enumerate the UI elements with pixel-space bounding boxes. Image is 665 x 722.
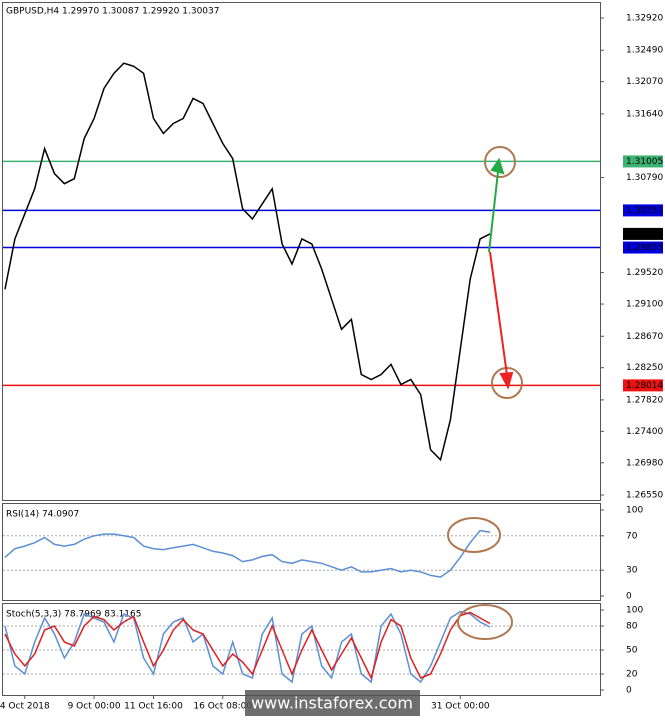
watermark: www.instaforex.com xyxy=(251,694,413,713)
y-tick-label: 30 xyxy=(626,566,638,576)
x-tick-label: 31 Oct 00:00 xyxy=(431,702,490,712)
y-tick-label: 70 xyxy=(626,531,638,541)
rsi-circle xyxy=(447,517,501,553)
stoch-circle xyxy=(457,604,513,640)
price-panel xyxy=(2,2,601,501)
y-tick-label: 1.27820 xyxy=(626,395,663,405)
y-tick-label: 0 xyxy=(626,686,632,696)
y-tick-label: 1.28670 xyxy=(626,332,663,342)
x-tick-label: 11 Oct 16:00 xyxy=(124,702,183,712)
y-tick-label: 1.28250 xyxy=(626,363,663,373)
level-label: 1.29855 xyxy=(626,243,663,253)
y-tick-label: 1.32070 xyxy=(626,77,663,87)
level-label-box xyxy=(623,379,663,392)
down-arrow-head xyxy=(499,371,514,390)
level-label: 1.28014 xyxy=(626,381,663,391)
watermark-box xyxy=(245,690,420,716)
y-tick-label: 100 xyxy=(626,606,643,616)
series-line xyxy=(4,62,491,462)
y-tick-label: 20 xyxy=(626,670,638,680)
x-tick-label: 16 Oct 08:00 xyxy=(193,702,252,712)
y-tick-label: 1.31640 xyxy=(626,109,663,119)
y-tick-label: 1.27400 xyxy=(626,427,663,437)
y-tick-label: 1.29520 xyxy=(626,268,663,278)
panel-title: RSI(14) 74.0907 xyxy=(6,510,79,520)
up-arrow-head xyxy=(490,157,505,175)
level-label-box xyxy=(623,204,663,217)
panel-title: Stoch(5,3,3) 78.7969 83.1165 xyxy=(6,610,141,620)
y-tick-label: 1.29100 xyxy=(626,300,663,310)
rsi-panel xyxy=(2,503,601,601)
up-arrow xyxy=(488,171,499,253)
down-arrow xyxy=(489,251,508,376)
level-label: 1.30351 xyxy=(626,206,663,216)
annotations xyxy=(447,146,523,640)
level-label-box xyxy=(623,227,663,240)
series-line xyxy=(4,529,491,578)
y-tick-label: 50 xyxy=(626,646,638,656)
y-tick-label: 100 xyxy=(626,506,643,516)
level-label: 1.30037 xyxy=(626,229,663,239)
panel-title: GBPUSD,H4 1.29970 1.30087 1.29920 1.3003… xyxy=(6,7,219,17)
level-label-box xyxy=(623,155,663,168)
y-tick-label: 1.26550 xyxy=(626,490,663,500)
y-tick-label: 0 xyxy=(626,592,632,602)
series-line xyxy=(4,611,491,681)
y-tick-label: 80 xyxy=(626,622,638,632)
y-tick-label: 1.30790 xyxy=(626,173,663,183)
y-tick-label: 1.26980 xyxy=(626,458,663,468)
series-line xyxy=(4,610,491,684)
x-tick-label: 9 Oct 00:00 xyxy=(68,702,121,712)
y-tick-label: 1.32920 xyxy=(626,14,663,24)
x-tick-label: 4 Oct 2018 xyxy=(0,702,50,712)
y-tick-label: 1.32490 xyxy=(626,46,663,56)
level-label: 1.31005 xyxy=(626,157,663,167)
target-circle xyxy=(484,146,516,178)
level-label-box xyxy=(623,241,663,254)
